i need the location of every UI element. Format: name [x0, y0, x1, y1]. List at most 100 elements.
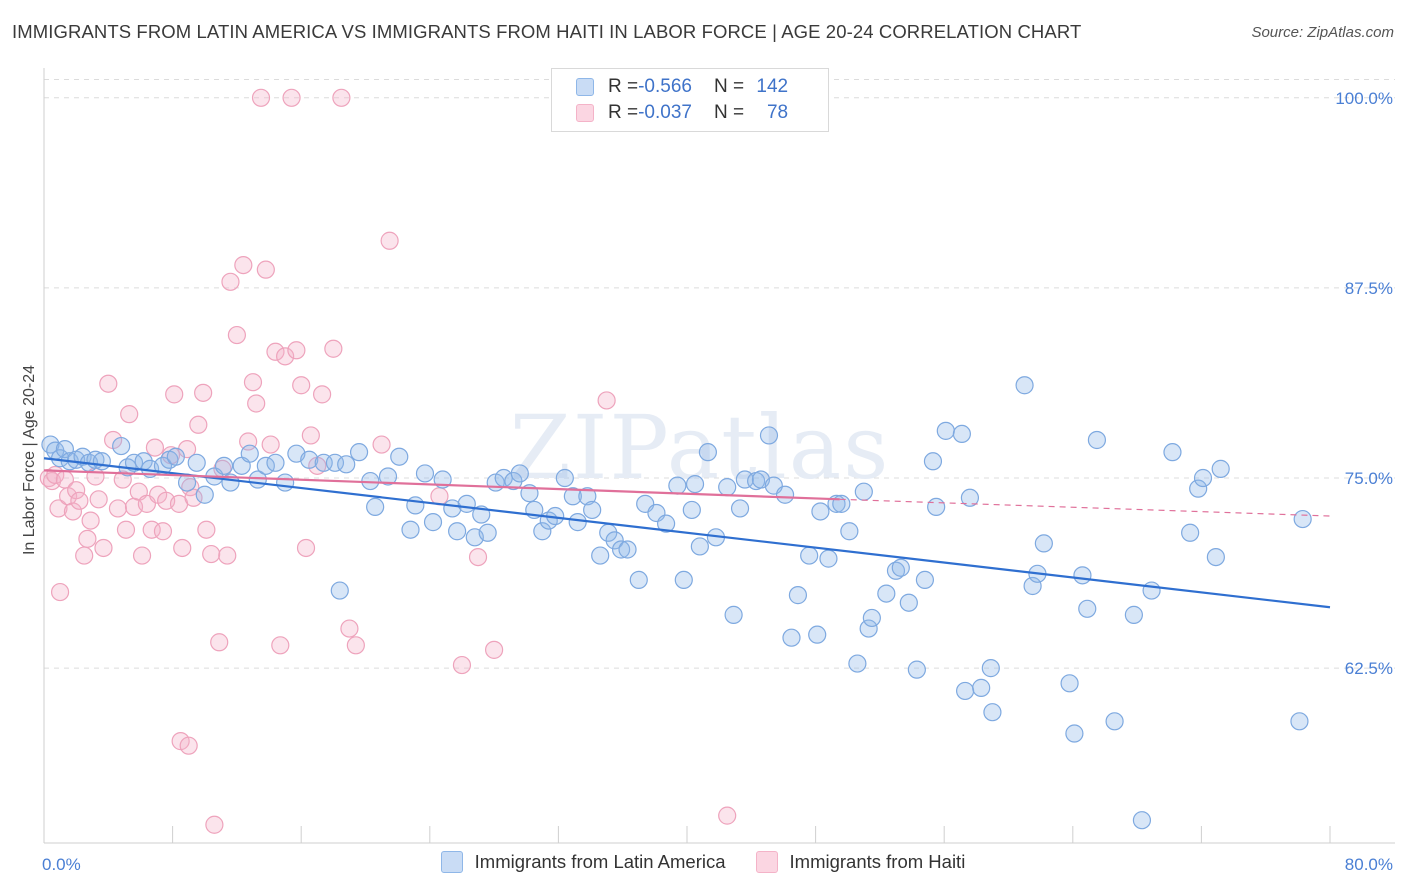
haiti-point: [452, 655, 472, 675]
latin-america-point: [936, 421, 955, 440]
latin-america-point: [886, 561, 906, 580]
source-label: Source: ZipAtlas.com: [1251, 24, 1394, 41]
latin-america-point: [840, 522, 859, 541]
latin-america-point: [1105, 712, 1124, 731]
x-tick-label-min: 0.0%: [42, 855, 81, 874]
latin-america-point: [848, 654, 867, 673]
latin-america-point: [759, 426, 779, 445]
latin-america-point: [578, 487, 597, 506]
latin-america-point: [266, 453, 285, 472]
latin-america-point: [591, 546, 610, 565]
latin-america-point: [775, 485, 795, 504]
latin-america-point: [112, 436, 131, 456]
haiti-point: [184, 488, 203, 507]
latin-america-point: [276, 473, 295, 492]
haiti-point: [108, 499, 128, 518]
latin-america-point: [300, 450, 319, 469]
latin-america-point: [195, 485, 214, 504]
latin-america-point: [923, 452, 943, 471]
latin-america-point: [1124, 605, 1143, 624]
x-axis-ticks: [172, 826, 1331, 843]
haiti-point: [324, 339, 343, 358]
haiti-point: [116, 520, 136, 539]
latin-america-point: [955, 681, 975, 701]
latin-america-point: [972, 678, 991, 697]
latin-america-point: [915, 570, 935, 590]
haiti-point: [218, 546, 237, 565]
legend-n-value: 78: [766, 102, 789, 123]
haiti-point: [81, 511, 100, 530]
latin-america-point: [1206, 547, 1225, 567]
haiti-point: [210, 633, 229, 652]
latin-america-point: [877, 584, 896, 603]
haiti-point: [194, 383, 213, 402]
latin-america-point: [401, 520, 420, 539]
haiti-point: [165, 385, 184, 404]
latin-america-point: [337, 455, 356, 474]
haiti-point: [251, 88, 271, 107]
latin-america-point: [1065, 724, 1084, 743]
haiti-point: [256, 260, 275, 279]
trend-lines: [43, 457, 1331, 609]
haiti-point: [261, 435, 280, 454]
y-tick-label: 87.5%: [1345, 279, 1393, 298]
latin-america-point: [682, 500, 701, 520]
latin-america-point: [668, 476, 687, 495]
haiti-point: [243, 373, 263, 392]
legend-swatch-haiti: [576, 104, 594, 122]
haiti-point: [287, 341, 306, 360]
haiti-point: [94, 538, 113, 558]
latin-america-point: [1189, 479, 1208, 498]
latin-america-point: [378, 467, 398, 486]
latin-america-point: [657, 514, 676, 533]
series-haiti-points: [39, 88, 737, 834]
y-tick-label: 100.0%: [1335, 89, 1393, 108]
haiti-point: [78, 529, 97, 548]
latin-america-point: [390, 447, 409, 466]
haiti-point: [89, 490, 108, 509]
haiti-point: [202, 544, 221, 564]
haiti-point: [153, 522, 173, 541]
legend-r-label: R =: [608, 102, 639, 123]
haiti-point: [485, 640, 504, 659]
haiti-point: [189, 415, 208, 434]
latin-america-point: [448, 522, 467, 541]
latin-america-point: [478, 523, 497, 542]
y-axis-tick-labels: 62.5% 75.0% 87.5% 100.0%: [1335, 89, 1393, 678]
latin-america-point: [983, 703, 1002, 722]
haiti-point: [179, 736, 198, 755]
latin-america-point: [611, 540, 631, 559]
legend-row-latin-america: R = -0.566 N = 142: [576, 74, 788, 100]
legend-r-value: -0.037: [638, 102, 692, 123]
y-tick-label: 75.0%: [1345, 469, 1393, 488]
haiti-point: [340, 619, 359, 638]
legend-r-label: R =: [608, 76, 639, 97]
haiti-point: [120, 405, 139, 424]
legend-label-latin-america: Immigrants from Latin America: [474, 851, 726, 872]
latin-america-point: [124, 453, 144, 472]
latin-america-point: [1132, 811, 1152, 830]
latin-america-point: [1034, 534, 1053, 553]
haiti-point: [67, 481, 86, 500]
latin-america-point: [718, 478, 737, 497]
latin-america-trend-line: [43, 457, 1331, 609]
legend-n-value: 142: [756, 76, 789, 97]
haiti-point: [227, 325, 246, 345]
haiti-point: [247, 394, 266, 413]
legend-label-haiti: Immigrants from Haiti: [789, 851, 966, 872]
legend-swatch-latin-america: [576, 78, 594, 96]
haiti-point: [63, 502, 83, 521]
haiti-point: [145, 438, 165, 457]
latin-america-point: [583, 500, 602, 520]
latin-america-point: [533, 522, 552, 541]
latin-america-point: [808, 625, 827, 644]
latin-america-point: [510, 464, 529, 483]
latin-america-point: [1181, 523, 1200, 542]
haiti-point: [197, 520, 216, 539]
haiti-point: [296, 538, 316, 558]
latin-america-point: [730, 499, 750, 518]
latin-america-point: [1290, 712, 1309, 731]
latin-america-point: [832, 494, 851, 513]
latin-america-point: [1293, 509, 1312, 529]
